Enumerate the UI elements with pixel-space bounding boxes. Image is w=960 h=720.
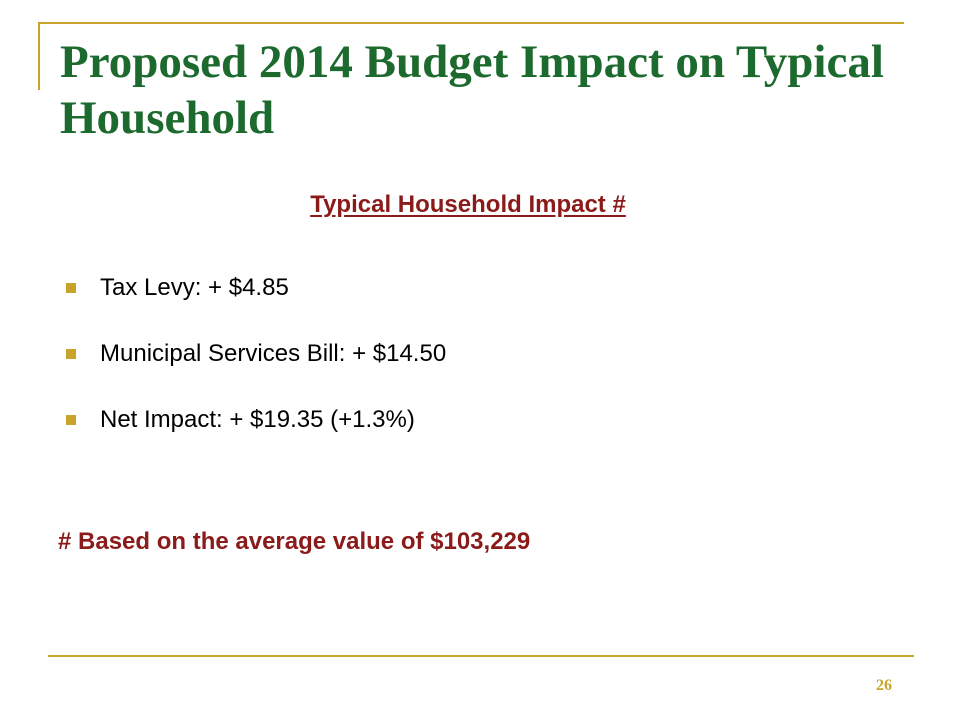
bullet-text: Tax Levy: + $4.85 <box>100 274 289 301</box>
bullet-list: Tax Levy: + $4.85 Municipal Services Bil… <box>66 272 446 470</box>
frame-left-rule <box>38 22 40 90</box>
bullet-text: Municipal Services Bill: + $14.50 <box>100 340 447 367</box>
page-number: 26 <box>876 677 892 694</box>
square-bullet-icon <box>66 283 76 293</box>
footnote: # Based on the average value of $103,229 <box>58 528 531 555</box>
bullet-text: Net Impact: + $19.35 (+1.3%) <box>100 406 415 433</box>
bullet-item-municipal-services: Municipal Services Bill: + $14.50 <box>66 338 446 370</box>
bullet-item-tax-levy: Tax Levy: + $4.85 <box>66 272 446 304</box>
frame-bottom-rule <box>48 655 914 657</box>
square-bullet-icon <box>66 415 76 425</box>
bullet-item-net-impact: Net Impact: + $19.35 (+1.3%) <box>66 404 446 436</box>
frame-top-rule <box>38 22 904 24</box>
slide-title: Proposed 2014 Budget Impact on Typical H… <box>60 36 884 144</box>
slide-subtitle: Typical Household Impact # <box>310 191 626 218</box>
square-bullet-icon <box>66 349 76 359</box>
